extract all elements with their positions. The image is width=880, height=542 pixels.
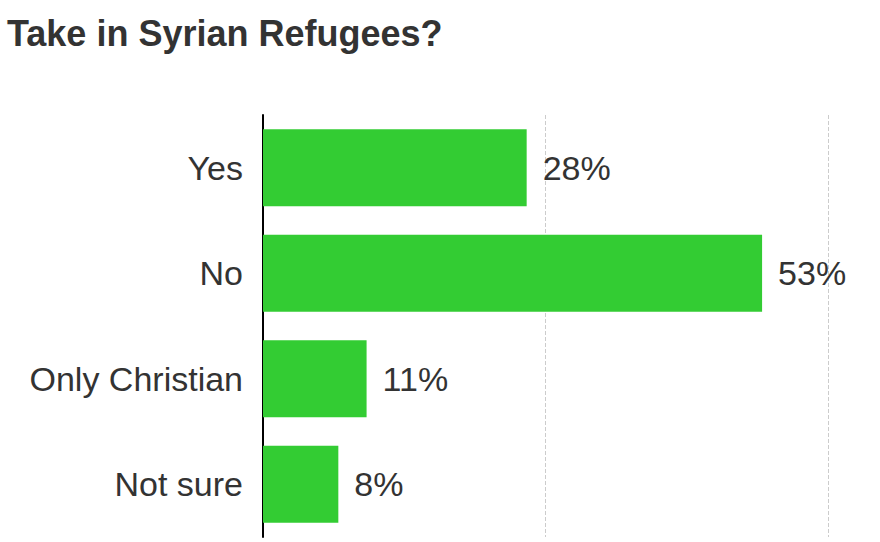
svg-text:Take in Syrian Refugees?: Take in Syrian Refugees? — [7, 13, 442, 54]
svg-text:Not sure: Not sure — [115, 465, 244, 503]
svg-text:8%: 8% — [354, 465, 403, 503]
svg-text:11%: 11% — [383, 360, 449, 398]
svg-text:No: No — [200, 254, 243, 292]
svg-text:Yes: Yes — [188, 149, 243, 187]
svg-text:53%: 53% — [778, 254, 846, 292]
svg-text:Only Christian: Only Christian — [29, 360, 243, 398]
svg-text:28%: 28% — [543, 149, 611, 187]
